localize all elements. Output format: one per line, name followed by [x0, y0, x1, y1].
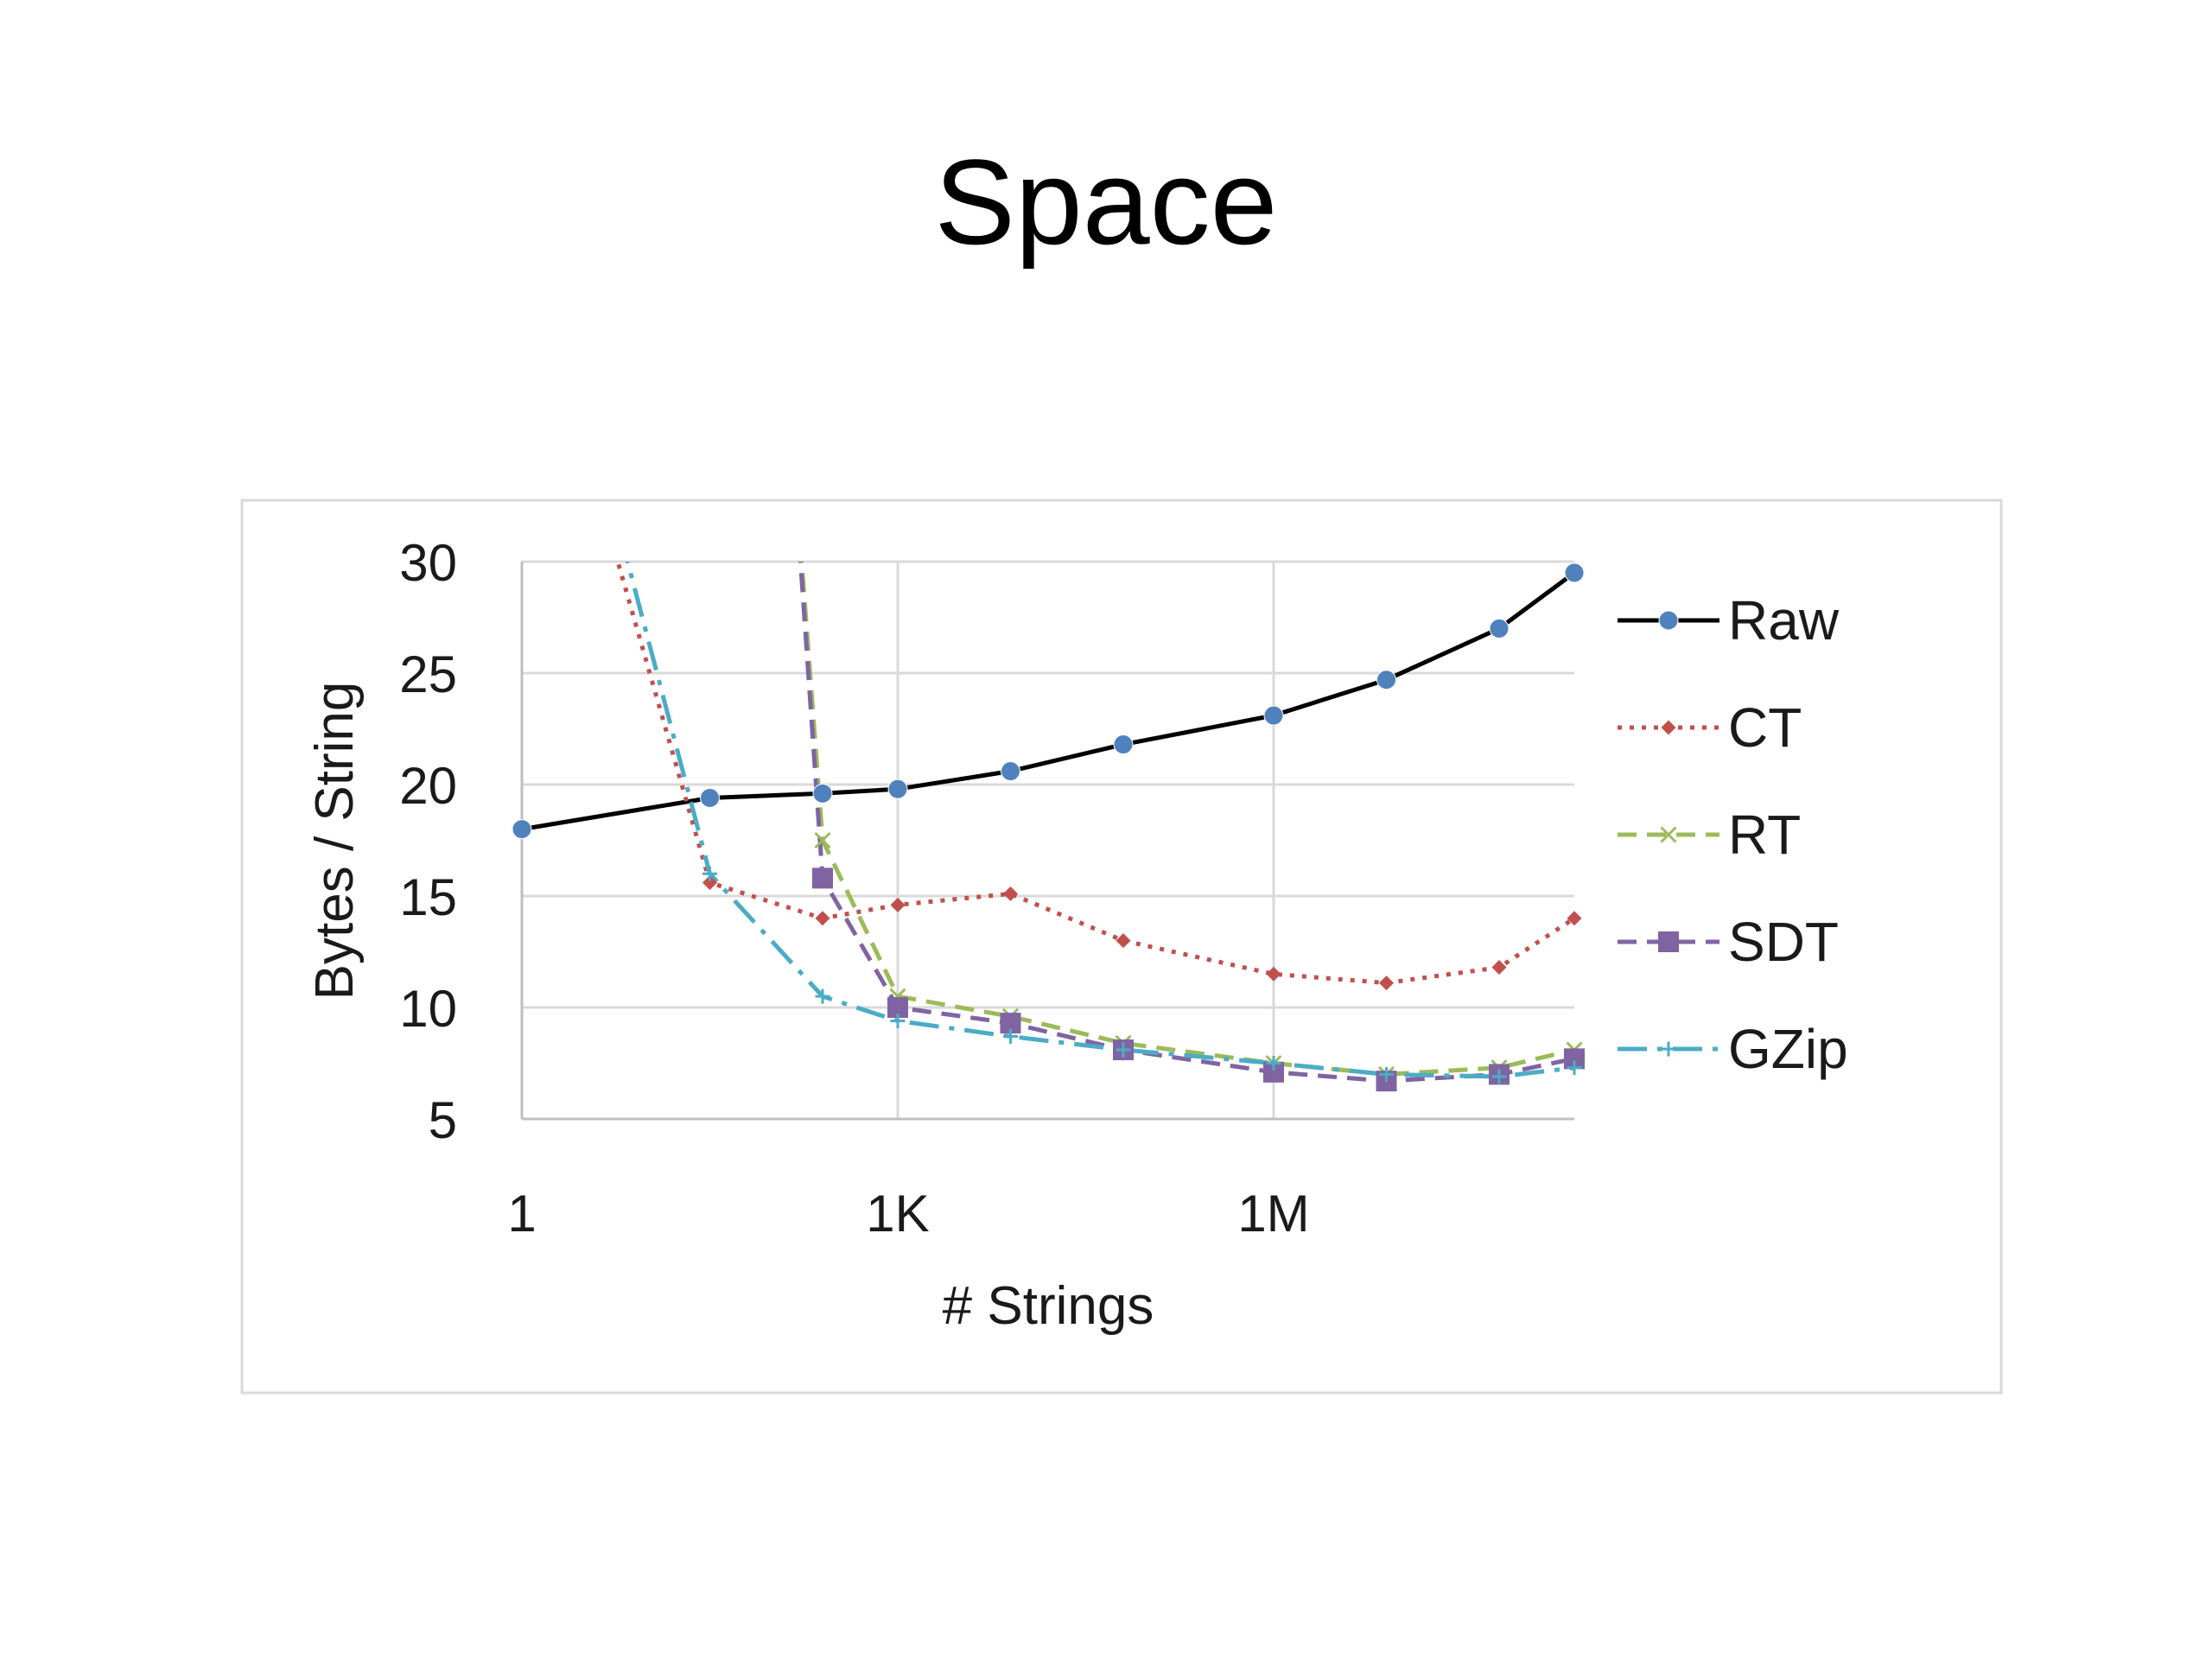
data-point-raw: [1001, 761, 1020, 782]
data-point-gzip: [815, 988, 830, 1004]
data-point-rt: [814, 831, 831, 849]
legend-label: SDT: [1728, 911, 1839, 973]
y-tick-label: 30: [399, 534, 457, 592]
axes: [520, 562, 1574, 1121]
tick-labels: 5 10 15 20 25 30 1 1K 1M: [399, 534, 1309, 1243]
data-point-gzip: [1116, 1042, 1131, 1058]
legend-swatch-marker: [1660, 826, 1677, 843]
data-point-gzip: [1003, 1029, 1018, 1045]
data-point-ct: [1003, 886, 1018, 901]
legend-item-gzip: GZip: [1618, 1018, 1848, 1080]
legend-label: RT: [1728, 804, 1801, 866]
data-point-sdt: [812, 868, 833, 889]
data-point-raw: [1564, 563, 1585, 583]
x-axis-title: # Strings: [943, 1276, 1154, 1336]
x-tick-label: 1K: [866, 1185, 929, 1243]
data-point-raw: [1376, 670, 1396, 690]
y-tick-label: 20: [399, 757, 457, 815]
legend-swatch-marker: [1661, 720, 1676, 735]
legend-item-sdt: SDT: [1618, 911, 1839, 973]
legend-item-rt: RT: [1618, 804, 1801, 866]
legend-item-ct: CT: [1618, 696, 1802, 759]
data-point-gzip: [1567, 1060, 1582, 1076]
data-point-raw: [1263, 705, 1284, 726]
data-point-ct: [815, 911, 830, 926]
legend-swatch-marker: [1658, 931, 1679, 952]
legend: Raw CT RT SDT GZip: [1618, 589, 1848, 1080]
data-point-ct: [1567, 911, 1582, 926]
data-point-gzip: [702, 866, 717, 881]
data-point-ct: [890, 897, 906, 912]
y-tick-label: 25: [399, 645, 457, 703]
series-line-raw: [522, 570, 1574, 832]
data-point-raw: [1113, 734, 1134, 755]
y-tick-label: 10: [399, 980, 457, 1038]
y-tick-label: 5: [429, 1091, 457, 1149]
data-point-gzip: [1379, 1066, 1394, 1082]
series-line-ct: [615, 562, 1574, 986]
data-point-raw: [887, 779, 908, 799]
data-point-raw: [1489, 618, 1510, 639]
legend-label: CT: [1728, 696, 1802, 759]
legend-label: GZip: [1728, 1018, 1848, 1080]
data-point-gzip: [1266, 1056, 1281, 1071]
chart-frame: [240, 499, 2003, 1395]
slide-title: Space: [934, 134, 1278, 270]
y-tick-label: 15: [399, 868, 457, 926]
data-point-raw: [512, 819, 532, 840]
legend-item-raw: Raw: [1618, 589, 1840, 652]
data-point-raw: [812, 783, 833, 804]
y-axis-title: Bytes / String: [305, 682, 365, 1001]
legend-swatch-marker: [1658, 610, 1679, 631]
legend-swatch-marker: [1661, 1041, 1676, 1057]
series-markers: [512, 563, 1585, 1092]
legend-label: Raw: [1728, 589, 1840, 652]
data-point-ct: [1379, 976, 1394, 991]
series-line-rt: [799, 562, 1574, 1077]
data-point-gzip: [1491, 1069, 1507, 1084]
data-point-ct: [1266, 966, 1281, 982]
x-tick-label: 1M: [1237, 1185, 1309, 1243]
data-point-gzip: [890, 1013, 906, 1028]
data-point-ct: [702, 875, 717, 891]
data-point-ct: [1491, 960, 1507, 976]
data-point-ct: [1116, 933, 1131, 949]
data-point-raw: [700, 787, 720, 808]
x-tick-label: 1: [507, 1185, 536, 1243]
